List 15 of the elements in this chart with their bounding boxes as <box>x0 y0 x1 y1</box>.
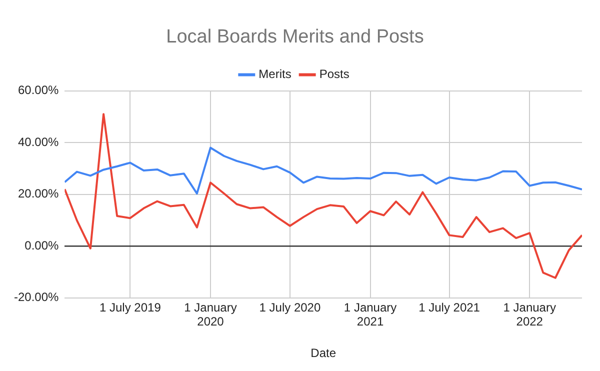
chart-title: Local Boards Merits and Posts <box>166 26 424 48</box>
x-tick-label: 1 January 2020 <box>184 300 237 329</box>
y-tick-label: 40.00% <box>18 134 60 149</box>
y-tick-label: -20.00% <box>14 290 60 304</box>
x-axis-title: Date <box>310 346 336 360</box>
y-tick-label: 0.00% <box>24 238 60 252</box>
x-tick-label: 1 July 2019 <box>99 300 162 314</box>
y-tick-label: 60.00% <box>18 83 60 98</box>
legend-label: Merits <box>258 67 292 82</box>
x-tick-label: 1 July 2021 <box>418 300 480 314</box>
x-tick-label: 1 January 2021 <box>344 300 397 329</box>
y-tick-label: 20.00% <box>18 186 60 201</box>
legend-label: Posts <box>319 67 350 82</box>
x-tick-label: 1 July 2020 <box>259 300 321 314</box>
x-tick-label: 1 January 2022 <box>503 300 556 329</box>
